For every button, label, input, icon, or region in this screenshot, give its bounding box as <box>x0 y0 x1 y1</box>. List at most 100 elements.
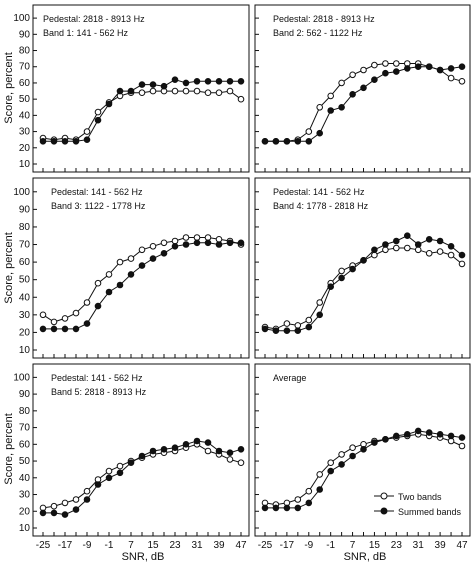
y-tick-label: 90 <box>19 389 31 400</box>
data-point-two-bands <box>447 74 455 82</box>
data-point-summed-bands <box>436 431 444 438</box>
data-point-two-bands <box>360 66 367 74</box>
x-tick-label: 31 <box>413 540 425 551</box>
x-tick-label: -17 <box>280 540 295 551</box>
data-point-summed-bands <box>171 76 179 83</box>
y-tick-label: 40 <box>19 110 31 121</box>
data-point-summed-bands <box>83 496 91 503</box>
panel-annotation: Pedestal: 141 - 562 Hz <box>51 187 143 197</box>
chart-panel-4: Pedestal: 141 - 562 Hz Band 4: 1778 - 281… <box>254 177 471 359</box>
data-point-two-bands <box>204 234 212 241</box>
data-point-summed-bands <box>316 486 324 493</box>
data-point-two-bands <box>61 499 69 507</box>
y-axis-label-top: Score, percent <box>3 52 15 124</box>
data-point-summed-bands <box>127 459 135 467</box>
data-point-summed-bands <box>204 239 212 247</box>
series-line-two-bands <box>265 63 463 142</box>
panel-annotation: Band 2: 562 - 1122 Hz <box>273 28 363 38</box>
y-tick-label: 100 <box>13 13 30 24</box>
panel-frame <box>32 177 250 359</box>
data-point-summed-bands <box>215 78 223 85</box>
data-point-two-bands <box>215 89 223 96</box>
y-tick-label: 40 <box>19 292 31 303</box>
data-point-summed-bands <box>447 432 455 440</box>
y-tick-label: 20 <box>19 327 31 338</box>
data-point-two-bands <box>305 487 313 495</box>
data-point-two-bands <box>237 459 245 467</box>
data-point-summed-bands <box>215 241 223 248</box>
legend-marker-filled <box>380 507 388 515</box>
data-point-two-bands <box>116 258 124 266</box>
data-point-two-bands <box>171 237 179 245</box>
y-tick-label: 50 <box>19 94 31 105</box>
data-point-summed-bands <box>39 509 47 517</box>
data-point-two-bands <box>226 87 234 95</box>
data-point-summed-bands <box>105 100 113 108</box>
y-tick-label: 70 <box>19 62 31 73</box>
data-point-two-bands <box>425 250 433 257</box>
data-point-two-bands <box>226 456 234 463</box>
data-point-summed-bands <box>382 241 389 248</box>
data-point-two-bands <box>83 487 91 495</box>
y-tick-label: 80 <box>19 222 31 233</box>
data-point-summed-bands <box>393 432 400 440</box>
x-tick-label: 39 <box>435 540 447 551</box>
data-point-summed-bands <box>458 251 466 259</box>
y-tick-label: 100 <box>13 187 30 198</box>
data-point-summed-bands <box>349 265 356 273</box>
data-point-summed-bands <box>261 138 269 145</box>
data-point-summed-bands <box>105 474 113 482</box>
data-point-summed-bands <box>193 78 201 85</box>
data-point-two-bands <box>338 451 345 458</box>
data-point-two-bands <box>349 444 356 452</box>
data-point-two-bands <box>182 87 190 95</box>
data-point-two-bands <box>182 234 190 241</box>
y-tick-label: 40 <box>19 473 31 484</box>
data-point-summed-bands <box>94 481 102 488</box>
x-tick-label: -9 <box>83 540 92 551</box>
panel-annotation: Pedestal: 141 - 562 Hz <box>273 187 365 197</box>
chart-panel-3: 10 20 30 40 50 60 70 80 90 100 Pedestal: 141 - 562… <box>13 177 250 359</box>
y-tick-label: 50 <box>19 275 31 286</box>
data-point-summed-bands <box>171 444 179 452</box>
data-point-summed-bands <box>349 452 356 460</box>
data-point-summed-bands <box>327 107 335 114</box>
data-point-summed-bands <box>294 327 302 335</box>
data-point-summed-bands <box>371 439 378 446</box>
data-point-two-bands <box>316 299 324 306</box>
data-point-summed-bands <box>382 69 389 77</box>
data-point-summed-bands <box>272 138 280 145</box>
data-point-two-bands <box>382 246 389 254</box>
x-tick-label: -1 <box>326 540 335 551</box>
data-point-summed-bands <box>261 325 269 333</box>
data-point-summed-bands <box>414 63 422 70</box>
data-point-summed-bands <box>138 262 146 269</box>
data-point-summed-bands <box>149 447 157 455</box>
legend-marker-open <box>380 492 388 500</box>
x-tick-label: -17 <box>58 540 73 551</box>
data-point-summed-bands <box>182 441 190 448</box>
data-point-summed-bands <box>393 68 400 75</box>
x-tick-label: 15 <box>369 540 381 551</box>
data-point-summed-bands <box>360 257 367 264</box>
panel-frame <box>32 4 250 173</box>
y-tick-label: 80 <box>19 406 31 417</box>
data-point-summed-bands <box>193 239 201 247</box>
y-tick-label: 30 <box>19 490 31 501</box>
data-point-summed-bands <box>116 469 124 477</box>
y-axis-label-bottom: Score, percent <box>3 413 15 485</box>
data-point-summed-bands <box>61 138 69 145</box>
data-point-two-bands <box>414 246 422 254</box>
data-point-summed-bands <box>338 461 345 468</box>
data-point-two-bands <box>382 60 389 67</box>
data-point-summed-bands <box>204 439 212 446</box>
data-point-summed-bands <box>447 243 455 250</box>
data-point-summed-bands <box>436 237 444 245</box>
data-point-two-bands <box>105 467 113 475</box>
data-point-two-bands <box>458 260 466 268</box>
data-point-summed-bands <box>272 327 280 335</box>
data-point-two-bands <box>160 239 168 247</box>
panel-annotation: Band 1: 141 - 562 Hz <box>43 28 129 38</box>
